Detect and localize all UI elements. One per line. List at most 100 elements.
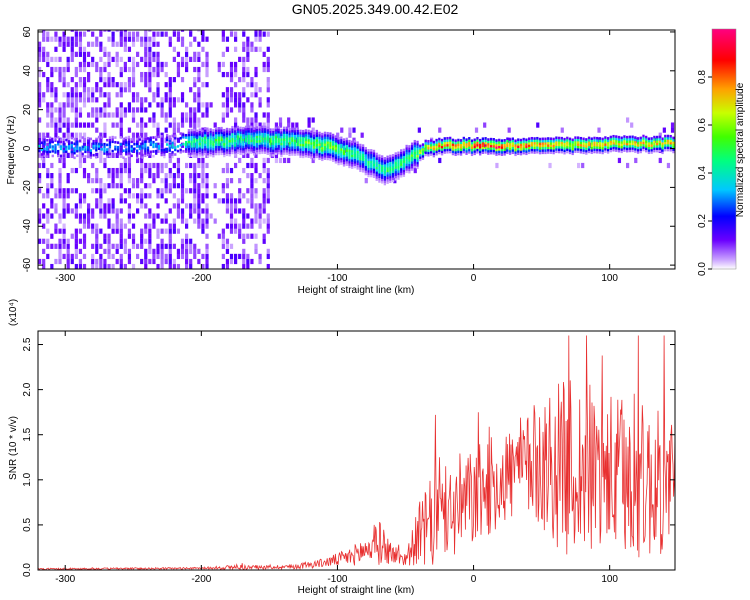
spectrogram-cell <box>84 145 87 149</box>
spectrogram-cell <box>180 248 185 254</box>
spectrogram-cell <box>410 147 414 150</box>
spectrogram-cell <box>348 158 351 162</box>
spectrogram-cell <box>262 61 266 68</box>
spectrogram-cell <box>364 165 367 169</box>
spectrogram-cell <box>438 127 442 133</box>
spectrogram-cell <box>195 145 199 149</box>
spectrogram-cell <box>405 161 408 164</box>
spectrogram-cell <box>326 157 329 161</box>
spectrogram-cell <box>348 149 351 152</box>
spectrogram-cell <box>140 71 144 78</box>
spectrogram-cell <box>206 150 210 154</box>
spectrogram-cell <box>582 151 585 155</box>
spectrogram-cell <box>82 51 87 57</box>
spectrogram-cell <box>217 138 220 142</box>
spectrogram-cell <box>650 146 653 150</box>
spectrogram-cell <box>123 61 127 68</box>
spectrogram-cell <box>351 163 354 167</box>
spectrogram-cell <box>483 122 487 128</box>
spectrogram-cell <box>262 208 266 214</box>
spectrogram-cell <box>238 198 242 204</box>
spectrogram-cell <box>612 144 615 147</box>
spectrogram-cell <box>489 151 493 155</box>
spectrogram-cell <box>261 125 264 129</box>
spectrogram-cell <box>130 154 133 158</box>
spectrogram-cell <box>307 152 310 156</box>
spectrogram-cell <box>193 178 197 184</box>
spectrogram-cell <box>140 167 144 174</box>
spectrogram-cell <box>408 163 411 167</box>
spectrogram-cell <box>511 144 514 148</box>
spectrogram-cell <box>329 139 332 142</box>
spectrogram-cell <box>193 142 196 146</box>
spectrogram-cell <box>443 139 446 143</box>
spectrogram-cell <box>148 71 152 78</box>
colorbar-label: Normalized spectral amplitude <box>735 82 746 217</box>
spectrogram-cell <box>323 141 327 144</box>
spectrogram-cell <box>58 183 62 189</box>
spectrogram-cell <box>263 132 267 136</box>
spectrogram-cell <box>193 193 197 199</box>
spectrogram-cell <box>393 178 397 184</box>
spectrogram-cell <box>604 147 607 151</box>
spectrogram-cell <box>528 137 531 141</box>
spectrogram-cell <box>253 127 256 130</box>
spectrogram-cell <box>127 162 132 169</box>
spectrogram-cell <box>148 183 152 189</box>
spectrogram-cell <box>212 136 215 139</box>
spectrogram-cell <box>231 139 234 143</box>
spectrogram-cell <box>293 129 297 133</box>
spectrogram-cell <box>164 218 168 224</box>
spectrogram-cell <box>217 148 220 151</box>
spectrogram-cell <box>246 263 250 269</box>
spectrogram-cell <box>332 140 335 144</box>
spectrogram-cell <box>288 137 291 140</box>
spectrogram-cell <box>650 141 653 145</box>
spectrogram-cell <box>70 46 74 52</box>
spectrogram-cell <box>247 130 250 133</box>
spectrogram-cell <box>209 213 213 219</box>
spectrogram-cell <box>581 162 585 169</box>
spectrogram-cell <box>43 154 46 158</box>
spectrogram-cell <box>321 158 324 162</box>
spectrogram-cell <box>54 56 58 63</box>
spectrogram-cell <box>408 149 411 153</box>
spectrogram-cell <box>566 139 569 142</box>
spectrogram-cell <box>242 77 246 83</box>
spectrogram-cell <box>250 173 254 179</box>
spectrogram-cell <box>221 167 225 174</box>
spectrogram-cell <box>473 147 476 151</box>
spectrogram-cell <box>152 154 155 158</box>
spectrogram-cell <box>263 130 267 133</box>
spectrogram-cell <box>185 248 189 254</box>
spectrogram-cell <box>340 159 343 163</box>
spectrogram-cell <box>130 147 133 151</box>
spectrogram-cell <box>82 243 87 249</box>
spectrogram-cell <box>337 137 340 140</box>
spectrogram-cell <box>74 122 78 128</box>
spectrogram-cell <box>312 157 316 161</box>
spectrogram-cell <box>430 146 433 149</box>
spectrogram-cell <box>332 147 335 151</box>
spectrogram-cell <box>205 208 209 214</box>
spectrogram-cell <box>119 253 123 260</box>
spectrogram-cell <box>82 56 87 63</box>
spectrogram-cell <box>193 66 197 73</box>
spectrogram-cell <box>234 258 238 265</box>
spectrogram-cell <box>99 132 103 138</box>
spectrogram-cell <box>225 263 230 269</box>
colorbar-ticks: 0.00.20.40.60.8 <box>697 70 712 276</box>
spectrogram-cell <box>144 46 148 52</box>
spectrogram-cell <box>67 142 71 146</box>
spectrogram-cell <box>62 233 66 239</box>
spectrogram-cell <box>530 141 534 145</box>
spectrogram-cell <box>197 66 201 73</box>
spectrogram-cell <box>82 46 87 52</box>
spectrogram-cell <box>46 107 50 113</box>
spectrogram-cell <box>107 203 111 209</box>
spectrogram-cell <box>498 143 501 146</box>
spectrogram-cell <box>528 146 531 150</box>
spectrogram-cell <box>596 143 599 147</box>
spectrogram-cell <box>307 141 310 144</box>
spectrogram-cell <box>160 228 164 234</box>
